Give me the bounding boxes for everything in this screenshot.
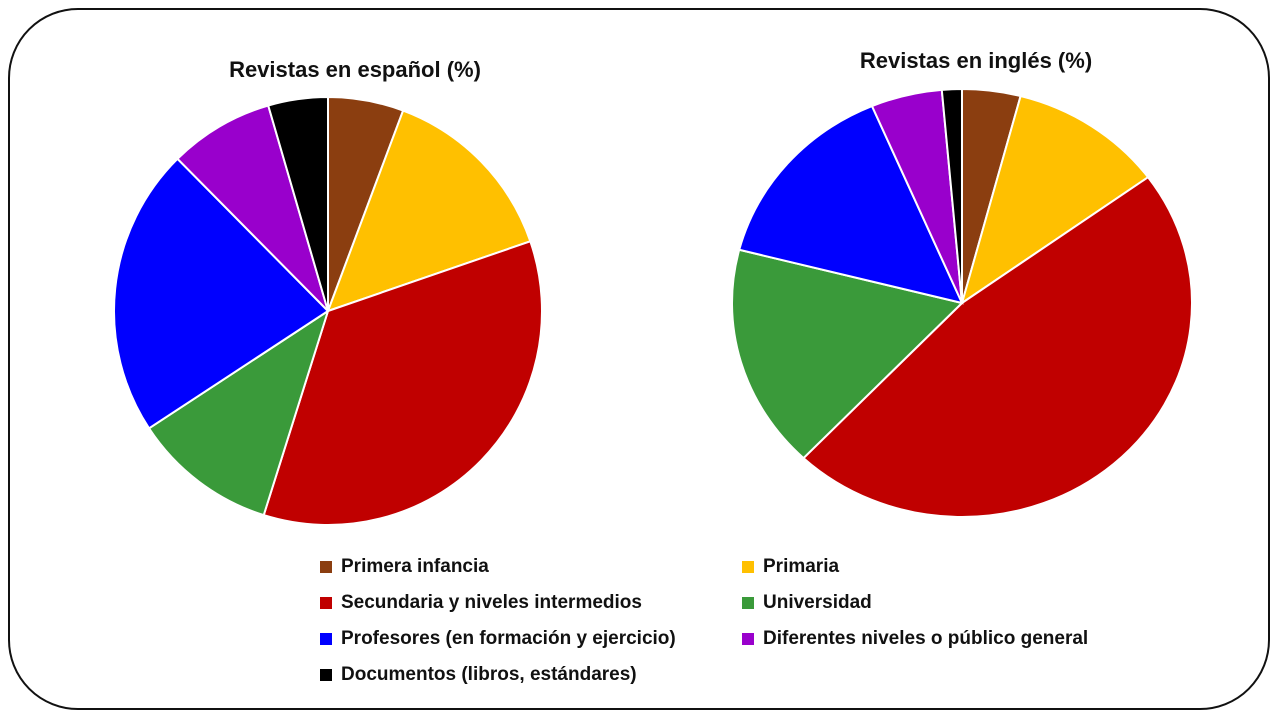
legend-swatch <box>742 561 754 573</box>
legend-item: Profesores (en formación y ejercicio) <box>320 628 676 650</box>
legend-swatch <box>320 669 332 681</box>
chart-title-english: Revistas en inglés (%) <box>859 48 1093 73</box>
chart-title-spanish: Revistas en español (%) <box>229 57 481 82</box>
legend-label: Documentos (libros, estándares) <box>341 664 637 685</box>
pie-slice-en-4 <box>737 104 964 305</box>
pie-slice-es-2 <box>262 240 543 526</box>
legend-label: Universidad <box>763 592 872 613</box>
pie-slice-en-3 <box>731 248 964 460</box>
legend-item: Universidad <box>742 592 872 614</box>
pie-slice-en-2 <box>802 175 1193 518</box>
legend-item: Documentos (libros, estándares) <box>320 664 637 686</box>
legend-label: Profesores (en formación y ejercicio) <box>341 628 676 649</box>
pie-slice-es-3 <box>147 308 330 517</box>
pie-slice-es-5 <box>176 104 329 312</box>
pie-slice-es-6 <box>266 95 329 312</box>
pie-slice-en-1 <box>960 94 1150 306</box>
legend-swatch <box>742 597 754 609</box>
legend-item: Secundaria y niveles intermedios <box>320 592 642 614</box>
legend-label: Primera infancia <box>341 556 489 577</box>
legend-swatch <box>320 597 332 609</box>
legend-item: Primaria <box>742 556 839 578</box>
legend-label: Secundaria y niveles intermedios <box>341 592 642 613</box>
legend-swatch <box>742 633 754 645</box>
rounded-frame <box>8 8 1270 710</box>
pie-slice-es-1 <box>326 109 532 313</box>
legend-label: Diferentes niveles o público general <box>763 628 1089 649</box>
legend-item: Diferentes niveles o público general <box>742 628 1088 650</box>
legend-label: Primaria <box>763 556 840 577</box>
pie-slice-en-6 <box>940 87 963 304</box>
legend-item: Primera infancia <box>320 556 489 578</box>
pie-slice-es-4 <box>113 157 330 430</box>
legend-swatch <box>320 633 332 645</box>
legend-swatch <box>320 561 332 573</box>
